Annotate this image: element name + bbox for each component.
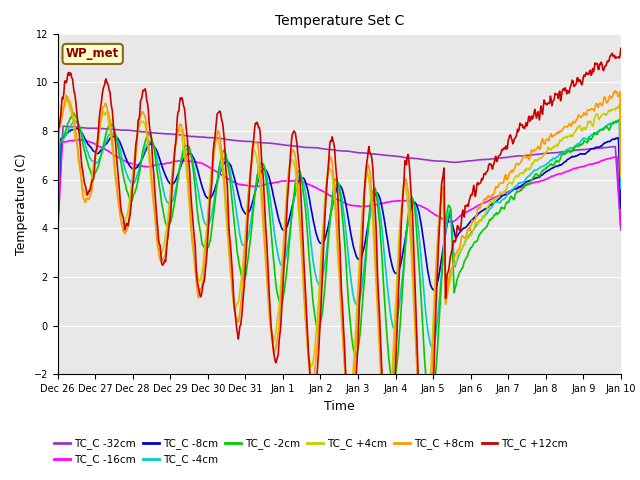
- TC_C -4cm: [54, 232, 61, 238]
- TC_C +8cm: [421, 468, 429, 474]
- TC_C -16cm: [332, 196, 339, 202]
- TC_C +12cm: [331, 144, 339, 150]
- TC_C -8cm: [442, 225, 450, 231]
- TC_C +8cm: [611, 88, 619, 94]
- TC_C -8cm: [54, 230, 61, 236]
- TC_C +8cm: [617, 167, 625, 172]
- TC_C -8cm: [430, 287, 438, 293]
- TC_C -32cm: [202, 134, 210, 140]
- TC_C +8cm: [177, 122, 185, 128]
- TC_C -32cm: [442, 158, 449, 164]
- TC_C -16cm: [566, 168, 574, 173]
- TC_C +4cm: [386, 396, 394, 402]
- TC_C -8cm: [178, 160, 186, 166]
- TC_C -2cm: [386, 367, 394, 372]
- TC_C -32cm: [617, 227, 625, 233]
- TC_C -4cm: [617, 186, 625, 192]
- TC_C +4cm: [420, 451, 428, 456]
- TC_C -32cm: [178, 132, 186, 138]
- Line: TC_C -2cm: TC_C -2cm: [58, 113, 621, 410]
- TC_C +4cm: [63, 95, 71, 100]
- TC_C -32cm: [54, 216, 61, 222]
- TC_C +8cm: [566, 120, 574, 126]
- TC_C -16cm: [54, 231, 61, 237]
- TC_C +8cm: [331, 184, 339, 190]
- TC_C +12cm: [177, 96, 185, 102]
- TC_C +4cm: [202, 231, 210, 237]
- TC_C -2cm: [428, 408, 435, 413]
- TC_C -16cm: [178, 158, 186, 164]
- TC_C -2cm: [617, 168, 625, 174]
- TC_C -2cm: [178, 154, 186, 159]
- Line: TC_C -8cm: TC_C -8cm: [58, 129, 621, 290]
- TC_C -8cm: [72, 126, 79, 132]
- TC_C -4cm: [442, 230, 449, 236]
- TC_C -32cm: [60, 123, 67, 129]
- TC_C +12cm: [442, 296, 449, 301]
- TC_C -2cm: [442, 212, 450, 218]
- Title: Temperature Set C: Temperature Set C: [275, 14, 404, 28]
- TC_C -2cm: [202, 247, 210, 253]
- Line: TC_C -16cm: TC_C -16cm: [58, 140, 621, 234]
- Line: TC_C -4cm: TC_C -4cm: [58, 120, 621, 347]
- TC_C +4cm: [54, 195, 61, 201]
- TC_C -32cm: [566, 148, 574, 154]
- TC_C +4cm: [617, 173, 625, 179]
- TC_C +12cm: [617, 46, 625, 51]
- TC_C -8cm: [202, 194, 210, 200]
- Y-axis label: Temperature (C): Temperature (C): [15, 153, 28, 255]
- TC_C -16cm: [386, 199, 394, 205]
- TC_C +12cm: [202, 265, 209, 271]
- TC_C -8cm: [567, 155, 575, 160]
- TC_C +4cm: [332, 209, 339, 215]
- TC_C +8cm: [202, 251, 209, 257]
- TC_C -4cm: [331, 189, 339, 194]
- TC_C -4cm: [202, 221, 209, 227]
- TC_C -16cm: [72, 137, 80, 143]
- TC_C -4cm: [566, 145, 574, 151]
- TC_C +4cm: [178, 132, 186, 138]
- TC_C +12cm: [54, 223, 61, 229]
- X-axis label: Time: Time: [324, 400, 355, 413]
- TC_C -32cm: [332, 147, 339, 153]
- TC_C -16cm: [202, 163, 210, 168]
- TC_C -2cm: [54, 232, 61, 238]
- Line: TC_C +8cm: TC_C +8cm: [58, 91, 621, 471]
- Text: WP_met: WP_met: [66, 48, 119, 60]
- Line: TC_C +4cm: TC_C +4cm: [58, 97, 621, 454]
- TC_C +8cm: [385, 430, 393, 436]
- TC_C +4cm: [442, 295, 450, 301]
- TC_C -4cm: [428, 344, 436, 350]
- Legend: TC_C -32cm, TC_C -16cm, TC_C -8cm, TC_C -4cm, TC_C -2cm, TC_C +4cm, TC_C +8cm, T: TC_C -32cm, TC_C -16cm, TC_C -8cm, TC_C …: [50, 434, 572, 469]
- Line: TC_C -32cm: TC_C -32cm: [58, 126, 621, 230]
- TC_C +4cm: [567, 133, 575, 139]
- TC_C -2cm: [332, 176, 339, 182]
- TC_C -2cm: [70, 110, 78, 116]
- TC_C -2cm: [567, 148, 575, 154]
- Line: TC_C +12cm: TC_C +12cm: [58, 48, 621, 480]
- TC_C -4cm: [177, 159, 185, 165]
- TC_C -16cm: [617, 224, 625, 230]
- TC_C -16cm: [442, 217, 449, 223]
- TC_C +12cm: [566, 85, 574, 91]
- TC_C -32cm: [386, 153, 394, 158]
- TC_C -8cm: [386, 253, 394, 259]
- TC_C -4cm: [614, 117, 622, 123]
- TC_C -8cm: [617, 205, 625, 211]
- TC_C +8cm: [54, 199, 61, 204]
- TC_C +12cm: [385, 463, 393, 469]
- TC_C -8cm: [332, 191, 339, 196]
- TC_C +8cm: [442, 301, 449, 307]
- TC_C -4cm: [385, 301, 393, 307]
